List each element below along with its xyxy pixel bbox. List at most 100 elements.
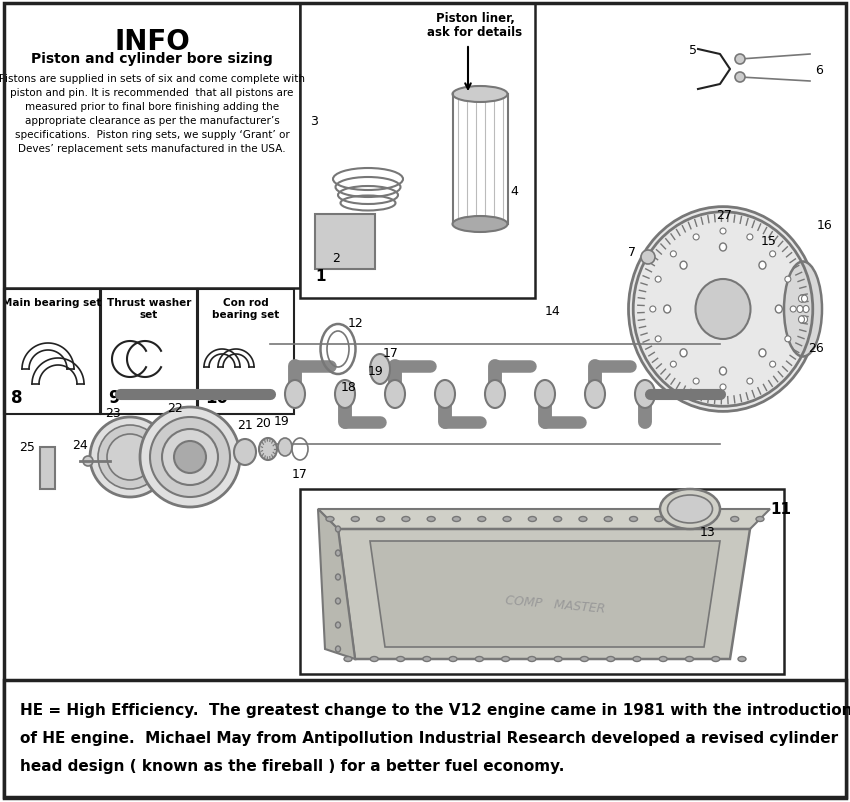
Ellipse shape	[738, 657, 746, 662]
Ellipse shape	[680, 516, 688, 522]
Ellipse shape	[797, 306, 803, 313]
Ellipse shape	[528, 657, 536, 662]
Text: Piston liner,: Piston liner,	[435, 12, 514, 25]
Circle shape	[107, 435, 153, 480]
Text: INFO: INFO	[114, 28, 190, 56]
Circle shape	[769, 362, 776, 367]
Text: 13: 13	[700, 525, 716, 538]
Text: 15: 15	[761, 235, 777, 248]
Ellipse shape	[660, 489, 720, 529]
Ellipse shape	[397, 657, 405, 662]
Ellipse shape	[798, 296, 804, 302]
Text: piston and pin. It is recommended  that all pistons are: piston and pin. It is recommended that a…	[10, 88, 294, 98]
Circle shape	[671, 252, 677, 257]
Ellipse shape	[336, 550, 341, 557]
Text: 19: 19	[368, 365, 383, 378]
Ellipse shape	[759, 261, 766, 269]
Text: head design ( known as the fireball ) for a better fuel economy.: head design ( known as the fireball ) fo…	[20, 758, 564, 773]
Circle shape	[735, 55, 745, 65]
Ellipse shape	[719, 244, 727, 252]
Ellipse shape	[660, 657, 667, 662]
Text: 21: 21	[237, 419, 253, 431]
Ellipse shape	[798, 317, 804, 323]
Ellipse shape	[784, 262, 822, 357]
Text: Pistons are supplied in sets of six and come complete with: Pistons are supplied in sets of six and …	[0, 74, 305, 84]
Ellipse shape	[502, 657, 510, 662]
Ellipse shape	[554, 657, 562, 662]
Text: Thrust washer
set: Thrust washer set	[107, 298, 191, 320]
Polygon shape	[338, 529, 750, 659]
Polygon shape	[40, 448, 55, 489]
Ellipse shape	[680, 261, 687, 269]
Text: 16: 16	[817, 219, 833, 232]
Text: specifications.  Piston ring sets, we supply ‘Grant’ or: specifications. Piston ring sets, we sup…	[14, 130, 289, 140]
Ellipse shape	[664, 306, 671, 314]
Ellipse shape	[607, 657, 615, 662]
Ellipse shape	[402, 516, 410, 522]
Ellipse shape	[335, 380, 355, 408]
Text: ask for details: ask for details	[428, 26, 523, 39]
Ellipse shape	[719, 367, 727, 375]
Ellipse shape	[680, 350, 687, 358]
Ellipse shape	[385, 380, 405, 408]
Text: 12: 12	[348, 317, 364, 330]
Ellipse shape	[259, 439, 277, 460]
Text: of HE engine.  Michael May from Antipollution Industrial Research developed a re: of HE engine. Michael May from Antipollu…	[20, 730, 838, 745]
Ellipse shape	[802, 317, 808, 323]
Text: 6: 6	[815, 63, 823, 76]
Bar	[198, 290, 294, 415]
Circle shape	[655, 336, 661, 342]
Ellipse shape	[503, 516, 511, 522]
Ellipse shape	[351, 516, 360, 522]
Ellipse shape	[695, 280, 751, 339]
Ellipse shape	[370, 354, 390, 384]
Ellipse shape	[711, 657, 720, 662]
Bar	[101, 290, 197, 415]
Ellipse shape	[535, 380, 555, 408]
Ellipse shape	[529, 516, 536, 522]
Circle shape	[720, 384, 726, 391]
Text: 26: 26	[808, 342, 824, 354]
Text: Deves’ replacement sets manufactured in the USA.: Deves’ replacement sets manufactured in …	[18, 144, 286, 154]
Ellipse shape	[667, 496, 712, 524]
Circle shape	[785, 336, 791, 342]
Text: 5: 5	[689, 43, 697, 56]
Bar	[4, 680, 846, 797]
Ellipse shape	[803, 306, 809, 313]
Ellipse shape	[344, 657, 352, 662]
Circle shape	[90, 418, 170, 497]
Ellipse shape	[630, 516, 638, 522]
Ellipse shape	[278, 439, 292, 456]
Ellipse shape	[428, 516, 435, 522]
Ellipse shape	[756, 516, 764, 522]
Ellipse shape	[579, 516, 587, 522]
Circle shape	[747, 379, 753, 385]
Text: 2: 2	[332, 252, 340, 265]
Text: 14: 14	[545, 305, 561, 318]
Text: 1: 1	[315, 269, 326, 284]
Text: 18: 18	[341, 381, 357, 394]
Ellipse shape	[485, 380, 505, 408]
Ellipse shape	[581, 657, 588, 662]
Ellipse shape	[628, 208, 818, 412]
Text: 3: 3	[310, 115, 318, 128]
Text: 27: 27	[716, 209, 732, 221]
Ellipse shape	[553, 516, 562, 522]
Circle shape	[649, 306, 656, 313]
Circle shape	[174, 441, 206, 473]
Circle shape	[140, 407, 240, 508]
Text: 7: 7	[628, 245, 636, 258]
Circle shape	[785, 277, 791, 283]
Polygon shape	[318, 509, 355, 659]
Circle shape	[83, 456, 93, 467]
Text: 10: 10	[205, 388, 228, 407]
Ellipse shape	[336, 574, 341, 581]
Ellipse shape	[633, 657, 641, 662]
Text: COMP   MASTER: COMP MASTER	[505, 593, 605, 615]
Text: Con rod
bearing set: Con rod bearing set	[212, 298, 280, 320]
Ellipse shape	[452, 217, 507, 233]
Circle shape	[98, 426, 162, 489]
Polygon shape	[318, 509, 770, 529]
Ellipse shape	[336, 646, 341, 652]
Circle shape	[641, 251, 655, 265]
